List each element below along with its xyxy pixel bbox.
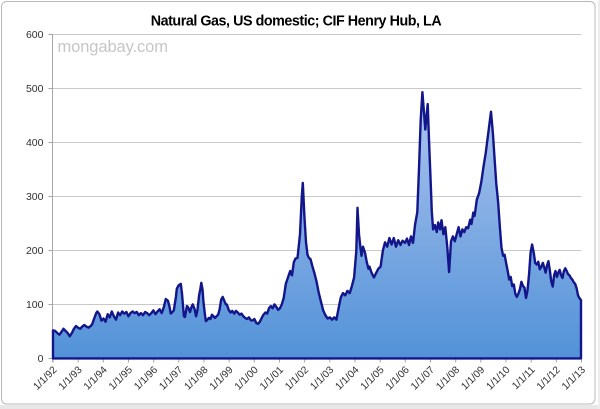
svg-text:200: 200: [26, 245, 44, 257]
svg-text:300: 300: [26, 191, 44, 203]
svg-text:mongabay.com: mongabay.com: [58, 38, 168, 56]
svg-text:0: 0: [38, 353, 44, 365]
svg-text:Natural Gas, US domestic; CIF: Natural Gas, US domestic; CIF Henry Hub,…: [151, 14, 442, 30]
svg-text:600: 600: [26, 29, 44, 41]
svg-text:500: 500: [26, 83, 44, 95]
svg-text:100: 100: [26, 299, 44, 311]
svg-text:400: 400: [26, 137, 44, 149]
